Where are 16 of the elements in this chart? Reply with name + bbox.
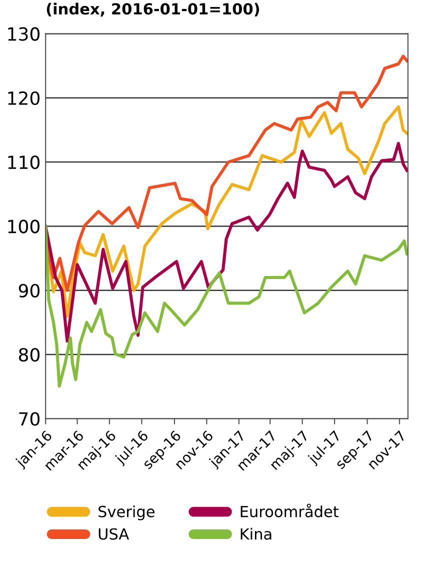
y-tick-label: 70 — [19, 412, 40, 426]
line-series — [46, 54, 408, 292]
line-series — [46, 105, 408, 318]
legend-label: Kina — [240, 528, 272, 540]
chart-title: (index, 2016-01-01=100) — [46, 2, 260, 17]
y-tick-label: 100 — [8, 220, 40, 234]
line-series — [46, 224, 408, 388]
legend-label: Sverige — [98, 506, 154, 520]
y-tick-label: 130 — [8, 27, 40, 41]
legend-label: Euroområdet — [240, 504, 339, 518]
y-tick-label: 90 — [18, 284, 40, 298]
line-series — [46, 142, 408, 343]
y-tick-label: 110 — [8, 156, 40, 170]
y-tick-label: 80 — [18, 348, 40, 362]
y-tick-label: 120 — [8, 91, 40, 105]
legend-label: USA — [98, 528, 130, 540]
